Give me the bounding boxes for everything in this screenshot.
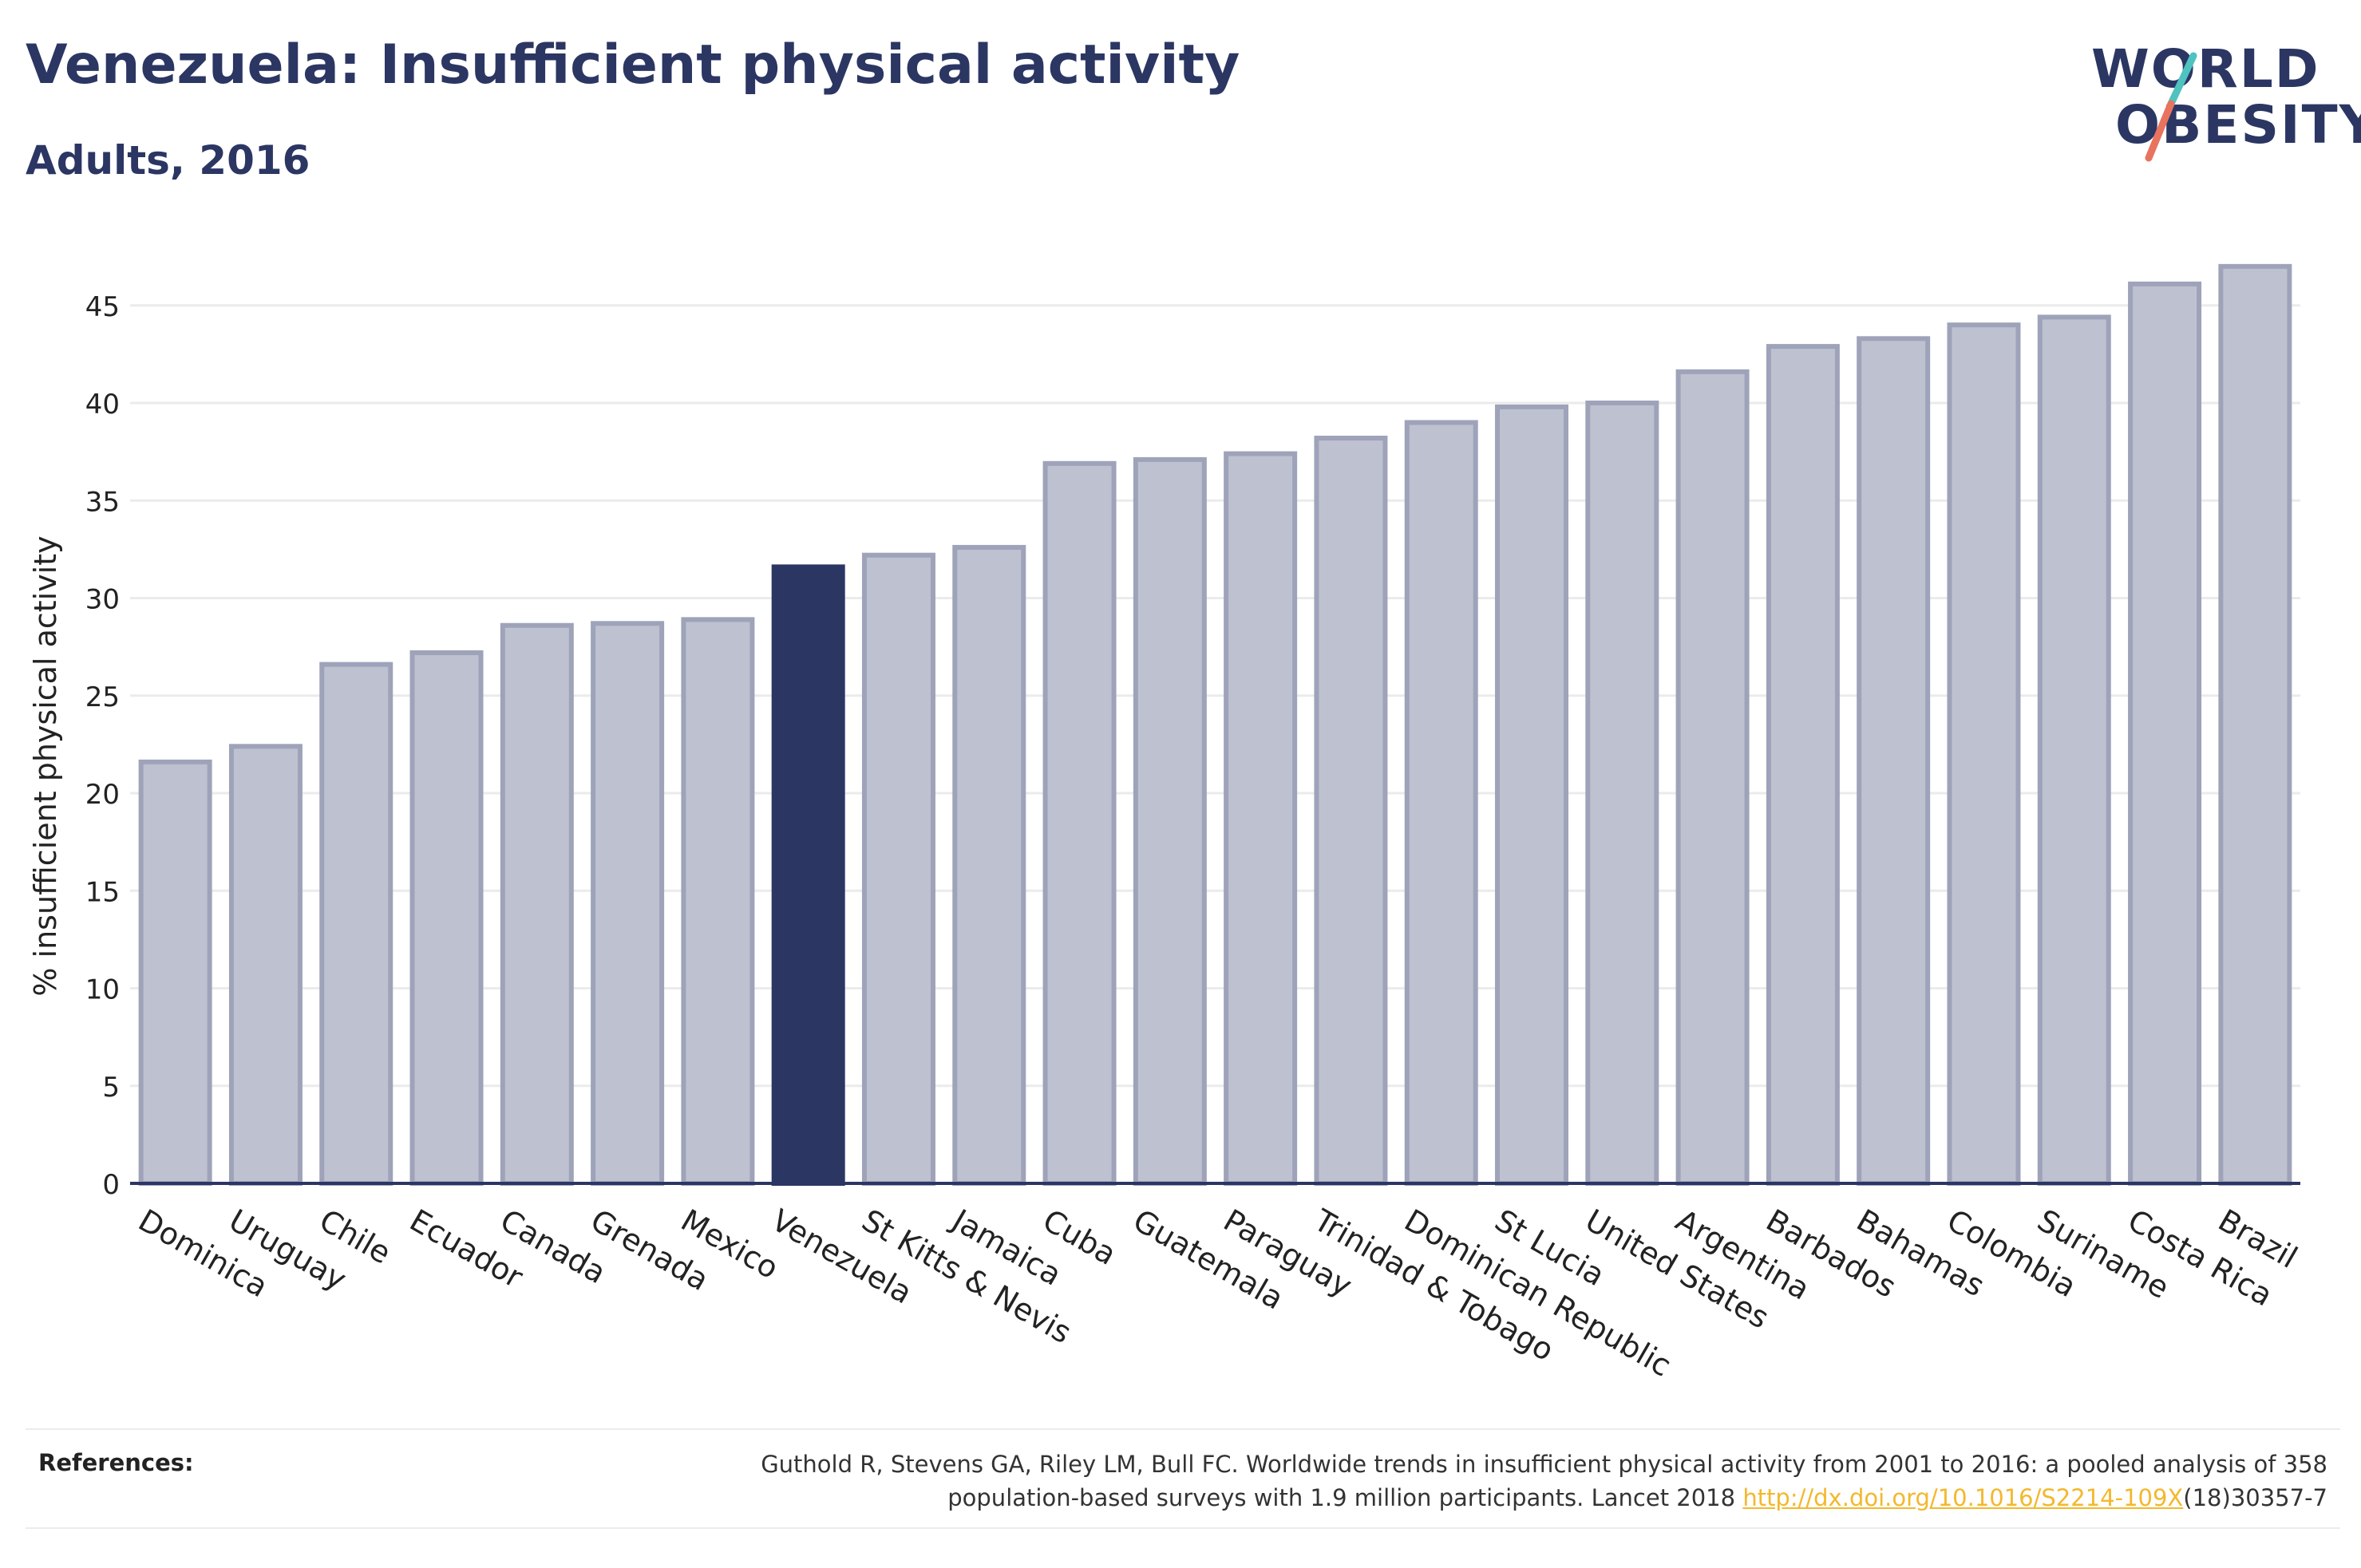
bar-trinidad-tobago xyxy=(1314,436,1388,1186)
bar-venezuela xyxy=(771,564,845,1186)
y-axis-title: % insufficient physical activity xyxy=(28,535,63,996)
chart-title: Venezuela: Insufficient physical activit… xyxy=(26,34,1240,97)
bar-mexico xyxy=(681,617,755,1186)
y-tick-label: 5 xyxy=(102,1072,120,1104)
bar-cuba xyxy=(1042,460,1117,1186)
bar-canada xyxy=(500,622,574,1186)
y-tick-label: 0 xyxy=(102,1169,120,1201)
bar-grenada xyxy=(591,621,665,1186)
y-tick-label: 25 xyxy=(85,681,120,713)
bar-brazil xyxy=(2218,263,2292,1187)
y-tick-label: 45 xyxy=(85,291,120,323)
bar-colombia xyxy=(1947,322,2021,1187)
references-text: Guthold R, Stevens GA, Riley LM, Bull FC… xyxy=(492,1448,2327,1515)
y-tick-label: 40 xyxy=(85,389,120,421)
bars xyxy=(138,263,2292,1187)
bar-guatemala xyxy=(1133,456,1207,1186)
gridlines xyxy=(130,304,2300,1088)
y-axis-ticks: 0 5 10 15 20 25 30 35 40 45 xyxy=(85,291,120,1201)
y-tick-label: 20 xyxy=(85,779,120,811)
bar-dominica xyxy=(138,759,212,1186)
y-tick-label: 15 xyxy=(85,876,120,908)
references-doi-link[interactable]: http://dx.doi.org/10.1016/S2214-109X xyxy=(1742,1484,2184,1511)
bar-argentina xyxy=(1675,369,1750,1186)
y-tick-label: 30 xyxy=(85,584,120,616)
bar-jamaica xyxy=(952,544,1026,1186)
bar-chile xyxy=(319,662,394,1186)
bar-ecuador xyxy=(409,650,484,1186)
references-line-2-end: (18)30357-7 xyxy=(2183,1484,2327,1511)
bar-st-lucia xyxy=(1495,404,1569,1186)
references-panel: References: Guthold R, Stevens GA, Riley… xyxy=(26,1428,2340,1529)
bar-st-kitts-nevis xyxy=(861,552,935,1186)
bar-dominican-republic xyxy=(1404,420,1478,1186)
bar-bahamas xyxy=(1857,336,1931,1187)
bar-united-states xyxy=(1585,401,1659,1186)
world-obesity-logo: WORLD OBESITY xyxy=(2075,32,2361,168)
references-label: References: xyxy=(38,1449,194,1476)
logo-slash-icon xyxy=(2145,52,2197,162)
bar-barbados xyxy=(1766,344,1840,1187)
bar-uruguay xyxy=(228,744,303,1186)
references-line-2: population-based surveys with 1.9 millio… xyxy=(947,1484,1743,1511)
chart-subtitle: Adults, 2016 xyxy=(26,137,310,184)
bar-paraguay xyxy=(1224,451,1298,1186)
references-line-1: Guthold R, Stevens GA, Riley LM, Bull FC… xyxy=(761,1451,2327,1478)
y-tick-label: 35 xyxy=(85,486,120,518)
logo-line-1: WORLD xyxy=(2091,38,2320,100)
y-tick-label: 10 xyxy=(85,974,120,1006)
bar-suriname xyxy=(2037,314,2111,1186)
bar-costa-rica xyxy=(2128,281,2202,1187)
